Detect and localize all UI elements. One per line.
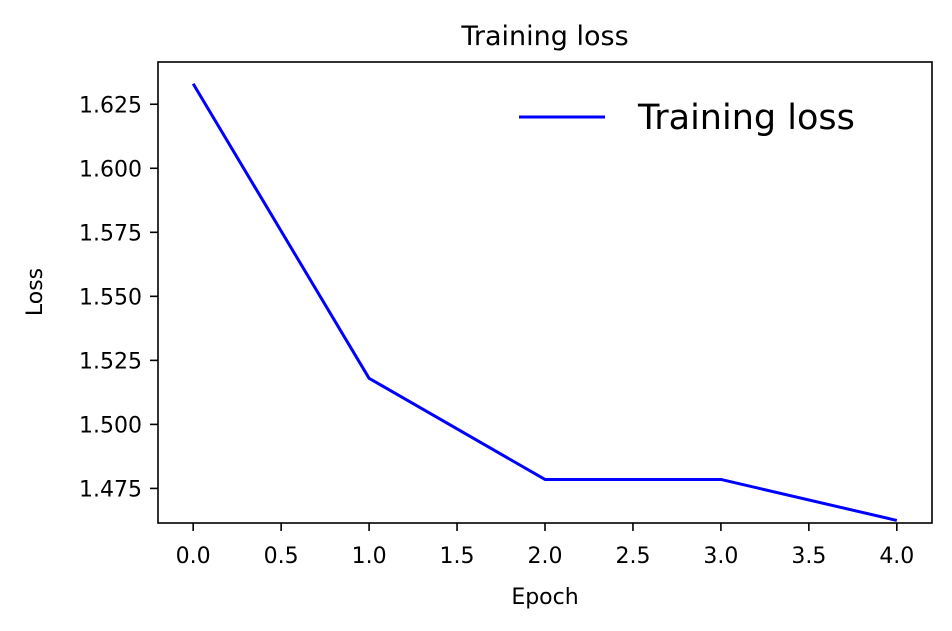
y-tick-label: 1.500 — [79, 413, 142, 438]
x-tick-label: 3.5 — [791, 544, 826, 569]
y-tick-label: 1.525 — [79, 349, 142, 374]
x-tick-label: 0.0 — [176, 544, 211, 569]
plot-frame — [157, 61, 933, 524]
y-axis-ticks: 1.475 1.500 1.525 1.550 1.575 1.600 1.625 — [79, 93, 158, 502]
y-axis-label: Loss — [23, 268, 48, 316]
x-axis-label: Epoch — [511, 585, 578, 610]
y-tick-label: 1.550 — [79, 285, 142, 310]
x-tick-label: 1.5 — [440, 544, 475, 569]
y-tick-label: 1.625 — [79, 93, 142, 118]
x-tick-label: 4.0 — [879, 544, 914, 569]
plot-area — [158, 62, 932, 523]
plot-background — [158, 62, 932, 523]
chart-title: Training loss — [460, 21, 628, 52]
y-tick-label: 1.475 — [79, 477, 142, 502]
y-tick-label: 1.600 — [79, 157, 142, 182]
x-tick-label: 0.5 — [264, 544, 299, 569]
x-tick-label: 2.5 — [615, 544, 650, 569]
legend: Training loss — [519, 98, 855, 138]
series-layer — [191, 83, 898, 522]
legend-label: Training loss — [637, 98, 855, 138]
series-line-training-loss — [191, 83, 898, 522]
x-tick-label: 1.0 — [352, 544, 387, 569]
x-tick-label: 3.0 — [703, 544, 738, 569]
x-axis-ticks: 0.0 0.5 1.0 1.5 2.0 2.5 3.0 3.5 4.0 — [176, 523, 914, 569]
x-tick-label: 2.0 — [528, 544, 563, 569]
y-tick-label: 1.575 — [79, 221, 142, 246]
